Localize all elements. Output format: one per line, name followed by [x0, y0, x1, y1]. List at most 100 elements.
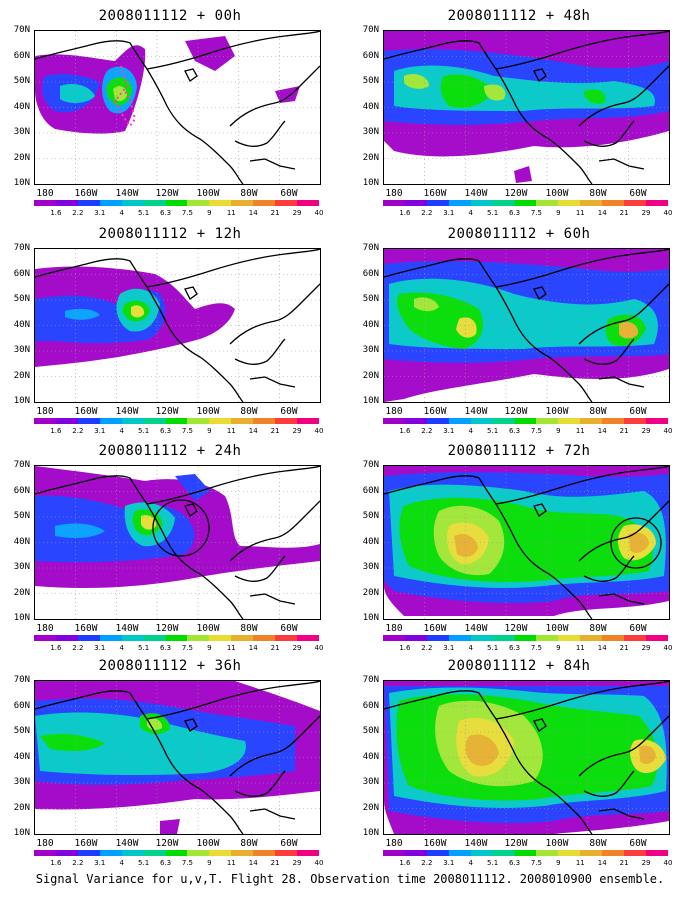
colorbar-swatch — [580, 418, 603, 424]
colorbar-swatch — [536, 200, 559, 206]
colorbar-level-label: 7.5 — [181, 644, 194, 652]
colorbar-swatch — [275, 850, 298, 856]
colorbar-level-label: 11 — [226, 859, 236, 867]
colorbar-swatch — [470, 850, 493, 856]
x-tick-label: 140W — [115, 623, 139, 634]
y-tick-label: 50N — [13, 294, 30, 304]
y-tick-label: 70N — [13, 25, 30, 35]
colorbar-swatch — [470, 418, 493, 424]
colorbar-swatch — [253, 200, 276, 206]
x-tick-label: 100W — [196, 838, 220, 849]
x-tick-label: 100W — [196, 406, 220, 417]
map-plot — [383, 680, 670, 835]
colorbar-swatch — [624, 635, 647, 641]
panel-title: 2008011112 + 48h — [447, 8, 591, 24]
panel-title: 2008011112 + 24h — [98, 443, 242, 459]
colorbar-swatch — [99, 200, 122, 206]
colorbar-swatch — [536, 418, 559, 424]
colorbar-level-label: 7.5 — [181, 209, 194, 217]
colorbar-swatch — [209, 200, 232, 206]
colorbar-level-label: 6.3 — [159, 859, 172, 867]
colorbar-swatch — [209, 850, 232, 856]
colorbar-level-label: 3.1 — [94, 427, 106, 435]
colorbar-level-label: 11 — [226, 644, 236, 652]
colorbar-swatch — [646, 850, 668, 856]
colorbar-level-label: 40 — [663, 859, 673, 867]
x-tick-label: 100W — [545, 623, 569, 634]
x-tick-label: 120W — [155, 623, 179, 634]
y-tick-label: 20N — [362, 152, 379, 163]
colorbar-swatch — [143, 635, 166, 641]
colorbar-level-label: 1.6 — [399, 209, 411, 217]
colorbar-swatch — [231, 635, 254, 641]
colorbar — [34, 418, 319, 424]
colorbar-level-label: 6.3 — [159, 644, 172, 652]
y-tick-label: 10N — [362, 178, 379, 188]
x-tick-label: 160W — [423, 838, 447, 849]
colorbar-level-label: 40 — [314, 427, 324, 435]
colorbar-swatch — [77, 418, 100, 424]
colorbar-swatch — [514, 850, 537, 856]
panel-title: 2008011112 + 00h — [98, 8, 242, 24]
y-tick-label: 60N — [13, 700, 30, 711]
colorbar — [383, 850, 668, 856]
y-tick-label: 50N — [13, 511, 30, 521]
variance-field — [35, 681, 320, 834]
map-plot — [34, 465, 321, 620]
colorbar-level-label: 21 — [619, 859, 629, 867]
x-tick-label: 160W — [423, 623, 447, 634]
x-tick-label: 80W — [240, 406, 258, 417]
variance-field — [384, 249, 669, 402]
variance-field — [384, 466, 669, 619]
x-tick-label: 80W — [589, 623, 607, 634]
colorbar-level-label: 29 — [641, 859, 651, 867]
x-tick-label: 60W — [280, 406, 298, 417]
colorbar-level-label: 6.3 — [508, 859, 521, 867]
colorbar-swatch — [55, 635, 78, 641]
colorbar-level-label: 9 — [207, 644, 212, 652]
colorbar-swatch — [448, 200, 471, 206]
colorbar — [383, 418, 668, 424]
coastline — [384, 681, 669, 834]
y-tick-label: 70N — [362, 675, 379, 685]
colorbar-level-label: 9 — [207, 209, 212, 217]
colorbar-swatch — [143, 418, 166, 424]
y-tick-label: 50N — [362, 294, 379, 304]
colorbar-swatch — [187, 850, 210, 856]
x-tick-label: 60W — [280, 838, 298, 849]
colorbar-swatch — [99, 418, 122, 424]
colorbar-swatch — [492, 418, 515, 424]
colorbar-level-label: 14 — [248, 209, 258, 217]
colorbar-level-label: 4 — [468, 644, 473, 652]
x-tick-label: 100W — [196, 623, 220, 634]
colorbar-level-label: 9 — [556, 209, 561, 217]
x-tick-label: 160W — [423, 406, 447, 417]
y-tick-label: 30N — [13, 127, 30, 137]
colorbar-swatch — [602, 200, 625, 206]
colorbar-swatch — [209, 418, 232, 424]
x-tick-label: 60W — [629, 623, 647, 634]
y-tick-label: 10N — [13, 178, 30, 188]
colorbar-level-label: 21 — [619, 427, 629, 435]
colorbar-swatch — [426, 850, 449, 856]
colorbar-level-label: 11 — [575, 644, 585, 652]
colorbar-swatch — [34, 418, 56, 424]
colorbar-level-label: 3.1 — [443, 209, 455, 217]
x-tick-label: 180 — [36, 188, 54, 199]
y-tick-label: 20N — [13, 152, 30, 163]
x-tick-label: 80W — [589, 188, 607, 199]
colorbar-level-label: 4 — [119, 427, 124, 435]
x-tick-label: 60W — [629, 838, 647, 849]
coastline — [35, 466, 320, 619]
colorbar-level-label: 1.6 — [50, 644, 62, 652]
x-tick-label: 80W — [589, 406, 607, 417]
colorbar — [34, 850, 319, 856]
colorbar-swatch — [165, 200, 188, 206]
colorbar-level-label: 29 — [641, 427, 651, 435]
colorbar-swatch — [383, 635, 405, 641]
x-tick-label: 80W — [589, 838, 607, 849]
colorbar-swatch — [55, 200, 78, 206]
y-tick-label: 40N — [13, 101, 30, 112]
colorbar-swatch — [34, 850, 56, 856]
colorbar-swatch — [514, 200, 537, 206]
